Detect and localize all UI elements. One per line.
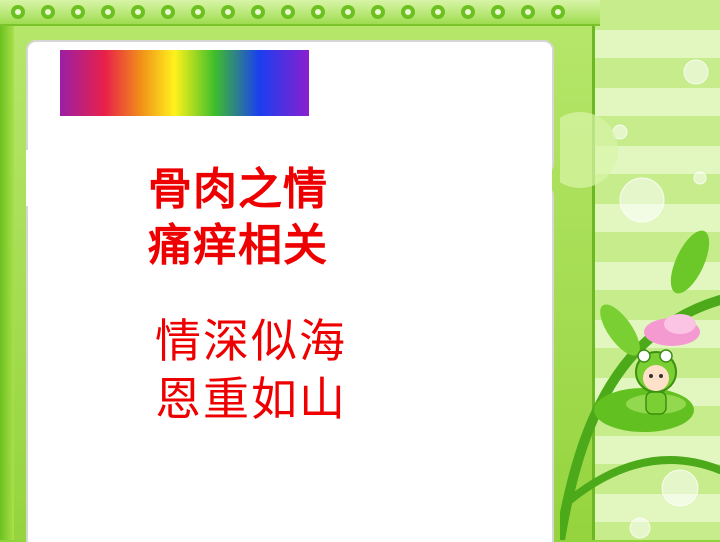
rainbow-bar <box>60 50 309 116</box>
frog-hat-girl-icon <box>635 349 677 415</box>
subtext-line-1: 情深似海 <box>155 314 347 368</box>
content-card-main <box>26 186 554 542</box>
left-frame-border <box>0 0 14 540</box>
leaf-border-icon <box>11 5 565 19</box>
subtext-line-2: 恩重如山 <box>155 372 347 426</box>
right-decoration <box>560 59 720 540</box>
slide-subtext: 情深似海 恩重如山 <box>155 312 347 428</box>
heading-line-2: 痛痒相关 <box>148 220 328 271</box>
heading-line-1: 骨肉之情 <box>148 164 328 215</box>
leaf-top-border <box>0 0 600 26</box>
pink-flower-icon <box>644 314 700 346</box>
card-joint <box>26 150 552 206</box>
glow-circle <box>560 112 618 188</box>
slide-heading: 骨肉之情 痛痒相关 <box>148 162 328 274</box>
bubble-icon <box>612 59 709 539</box>
leaf-icon <box>594 230 710 432</box>
